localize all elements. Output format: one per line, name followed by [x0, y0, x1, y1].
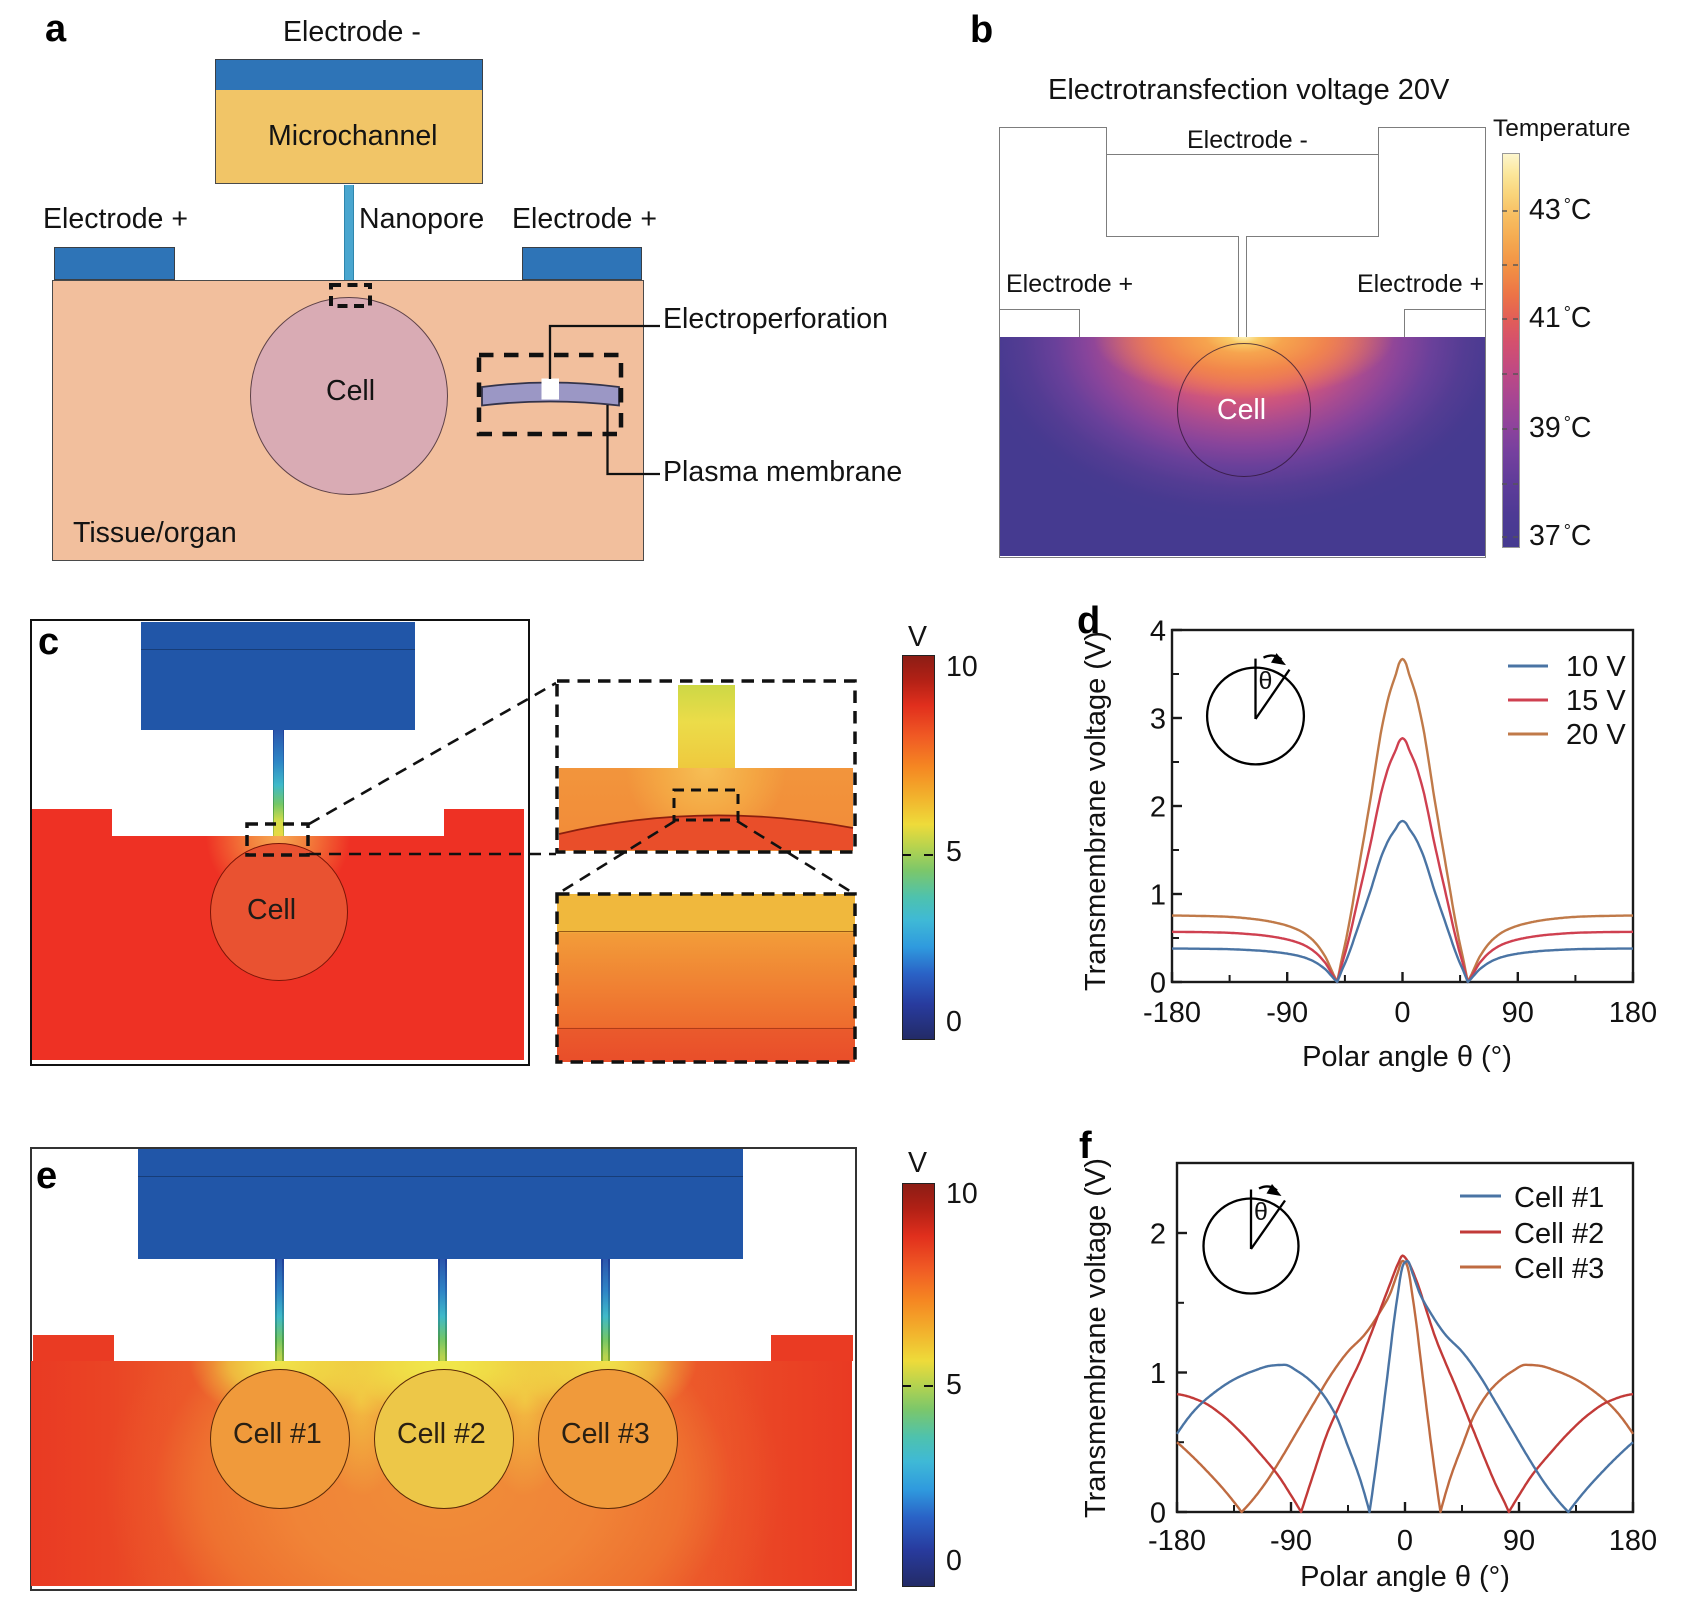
svg-text:15 V: 15 V	[1566, 685, 1626, 717]
svg-text:Cell #2: Cell #2	[1514, 1218, 1604, 1250]
svg-text:90: 90	[1503, 1525, 1535, 1557]
svg-text:0: 0	[1150, 968, 1166, 1000]
svg-text:Transmembrane voltage (V): Transmembrane voltage (V)	[1080, 631, 1112, 991]
svg-text:0: 0	[1150, 1498, 1166, 1530]
svg-text:10 V: 10 V	[1566, 651, 1626, 683]
svg-text:0: 0	[1394, 997, 1410, 1029]
svg-text:Polar angle θ (°): Polar angle θ (°)	[1300, 1561, 1510, 1593]
svg-text:1: 1	[1150, 1358, 1166, 1390]
svg-text:180: 180	[1609, 1525, 1657, 1557]
svg-text:90: 90	[1502, 997, 1534, 1029]
svg-text:θ: θ	[1254, 1198, 1268, 1226]
svg-text:-180: -180	[1148, 1525, 1206, 1557]
svg-text:20 V: 20 V	[1566, 719, 1626, 751]
svg-text:-90: -90	[1266, 997, 1308, 1029]
svg-text:0: 0	[1397, 1525, 1413, 1557]
svg-text:3: 3	[1150, 704, 1166, 736]
svg-text:2: 2	[1150, 792, 1166, 824]
svg-text:-90: -90	[1270, 1525, 1312, 1557]
svg-text:4: 4	[1150, 616, 1166, 648]
svg-text:-180: -180	[1143, 997, 1201, 1029]
svg-text:1: 1	[1150, 880, 1166, 912]
svg-text:Cell #3: Cell #3	[1514, 1253, 1604, 1285]
svg-text:θ: θ	[1259, 667, 1273, 695]
svg-text:2: 2	[1150, 1219, 1166, 1251]
svg-text:180: 180	[1609, 997, 1657, 1029]
svg-text:Polar angle θ (°): Polar angle θ (°)	[1302, 1041, 1512, 1073]
svg-text:Cell #1: Cell #1	[1514, 1182, 1604, 1214]
svg-text:Transmembrane voltage (V): Transmembrane voltage (V)	[1080, 1158, 1112, 1518]
